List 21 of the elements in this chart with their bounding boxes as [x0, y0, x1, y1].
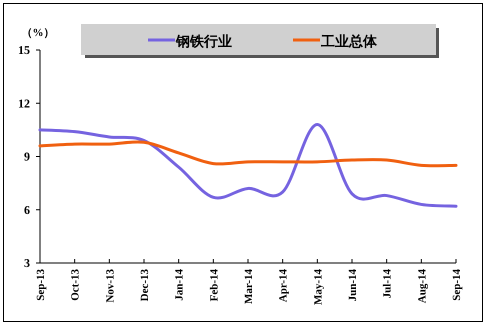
y-tick-label: 12	[18, 96, 30, 110]
x-tick-label: Sep-13	[35, 268, 47, 301]
x-tick-label: Apr-14	[278, 268, 290, 302]
x-tick-label: Aug-14	[416, 268, 428, 304]
x-tick-label: Jun-14	[347, 268, 359, 302]
x-tick-label: May-14	[312, 268, 324, 306]
y-tick-label: 9	[24, 150, 30, 164]
y-axis-title: （%）	[22, 27, 54, 39]
x-tick-label: Oct-13	[70, 268, 82, 301]
x-tick-label: Jan-14	[174, 268, 186, 301]
x-tick-label: Sep-14	[451, 268, 463, 301]
x-tick-label: Feb-14	[208, 268, 220, 302]
y-tick-label: 3	[24, 256, 30, 270]
y-tick-label: 6	[24, 202, 30, 217]
legend-label: 钢铁行业	[175, 34, 232, 50]
x-tick-label: Dec-13	[139, 268, 151, 302]
x-tick-label: Mar-14	[243, 268, 255, 304]
y-tick-label: 15	[18, 43, 30, 57]
x-tick-label: Nov-13	[104, 268, 116, 303]
legend-label: 工业总体	[320, 34, 378, 50]
x-tick-label: Jul-14	[382, 268, 394, 298]
